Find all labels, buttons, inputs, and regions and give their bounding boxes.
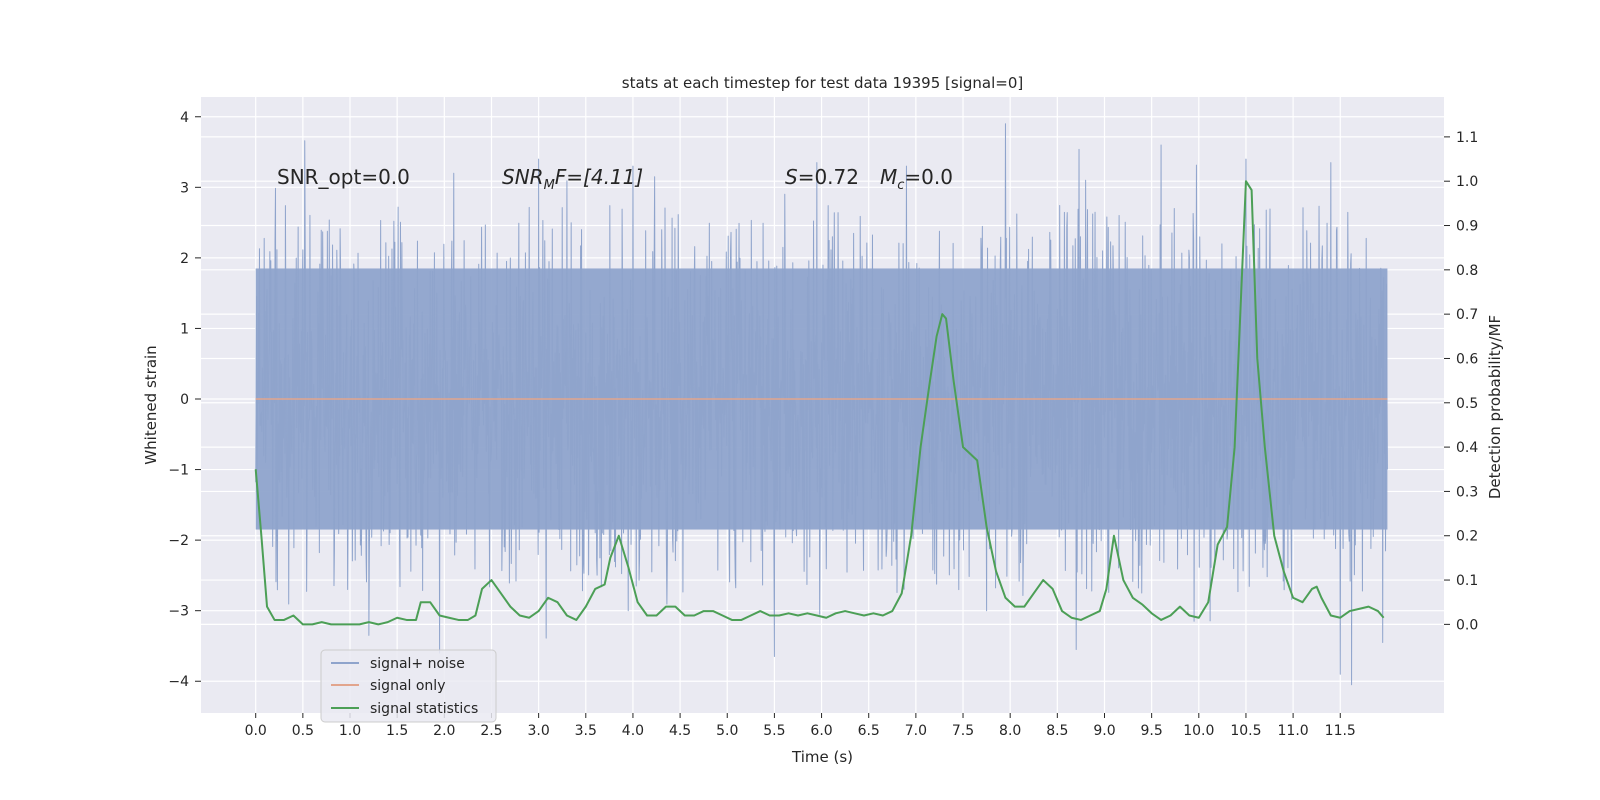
x-tick-label: 4.0 [622,723,644,739]
legend: signal+ noise signal only signal statist… [320,649,497,723]
legend-box [320,649,497,723]
y-tick-label: 2 [180,251,189,267]
annotation-snr-mf-sub: M [544,178,555,193]
y-tick-label: −3 [168,604,189,620]
y-axis-right: 1.1 1.0 0.9 0.8 0.7 0.6 0.5 0.4 0.3 0.2 0.1 0.0 [1444,130,1478,633]
y-tick-label: 4 [180,110,189,126]
legend-label-signal-only: signal only [370,678,445,694]
x-tick-label: 7.0 [905,723,927,739]
series-signal-statistics [254,180,1385,626]
annotation-mc-value: =0.0 [904,165,953,189]
annotation-snr-mf-main: SNR [502,165,544,189]
legend-label-signal-statistics: signal statistics [370,701,478,717]
series-layer [254,123,1388,686]
y-right-tick-label: 0.0 [1456,617,1478,633]
x-tick-label: 2.5 [480,723,502,739]
y-tick-label: 0 [180,392,189,408]
x-tick-label: 6.5 [858,723,880,739]
x-tick-label: 10.5 [1230,723,1261,739]
y-axis-label: Whitened strain [142,345,160,464]
y-axis-left: 4 3 2 1 0 −1 −2 −3 −4 [168,110,201,690]
x-tick-label: 1.5 [386,723,408,739]
x-axis: 0.0 0.5 1.0 1.5 2.0 2.5 3.0 3.5 4.0 4.5 5.0 5.5 6.0 6… [245,713,1356,739]
x-tick-label: 3.0 [527,723,549,739]
annotation-s-main: S [785,165,798,189]
annotation-snr-mf: SNRMF=[4.11] [502,165,643,193]
y-right-tick-label: 0.7 [1456,307,1478,323]
y-right-tick-label: 1.0 [1456,174,1478,190]
x-tick-label: 8.0 [999,723,1021,739]
x-tick-label: 1.0 [339,723,361,739]
y-right-tick-label: 0.3 [1456,484,1478,500]
y-tick-label: −2 [168,533,189,549]
x-tick-label: 7.5 [952,723,974,739]
x-tick-label: 2.0 [433,723,455,739]
annotation-mc-sub: c [897,178,904,193]
y-tick-label: 1 [180,321,189,337]
annotation-mc: Mc=0.0 [880,165,953,193]
x-tick-label: 10.0 [1183,723,1214,739]
x-tick-label: 5.5 [763,723,785,739]
y-axis-label-right: Detection probability/MF [1486,315,1504,499]
annotation-snr-opt: SNR_opt=0.0 [277,165,410,189]
y-right-tick-label: 1.1 [1456,130,1478,146]
chart-title: stats at each timestep for test data 193… [622,74,1023,92]
y-right-tick-label: 0.9 [1456,219,1478,235]
y-right-tick-label: 0.6 [1456,351,1478,367]
y-tick-label: −1 [168,463,189,479]
x-tick-label: 11.5 [1325,723,1356,739]
x-tick-label: 3.5 [575,723,597,739]
x-tick-label: 8.5 [1046,723,1068,739]
y-right-tick-label: 0.5 [1456,396,1478,412]
x-tick-label: 11.0 [1278,723,1309,739]
x-tick-label: 0.5 [292,723,314,739]
x-tick-label: 6.0 [810,723,832,739]
annotation-s-value: =0.72 [798,165,859,189]
annotation-snr-mf-f: F=[4.11] [555,165,643,189]
x-tick-label: 0.0 [245,723,267,739]
legend-label-signal-noise: signal+ noise [370,656,465,672]
x-axis-label: Time (s) [791,748,853,766]
x-tick-label: 9.0 [1093,723,1115,739]
y-tick-label: −4 [168,674,189,690]
x-tick-label: 9.5 [1141,723,1163,739]
y-right-tick-label: 0.1 [1456,573,1478,589]
y-right-tick-label: 0.2 [1456,529,1478,545]
y-right-tick-label: 0.8 [1456,263,1478,279]
y-tick-label: 3 [180,180,189,196]
x-tick-label: 5.0 [716,723,738,739]
y-right-tick-label: 0.4 [1456,440,1478,456]
annotation-s: S=0.72 [785,165,859,189]
annotation-mc-main: M [880,165,897,189]
x-tick-label: 4.5 [669,723,691,739]
